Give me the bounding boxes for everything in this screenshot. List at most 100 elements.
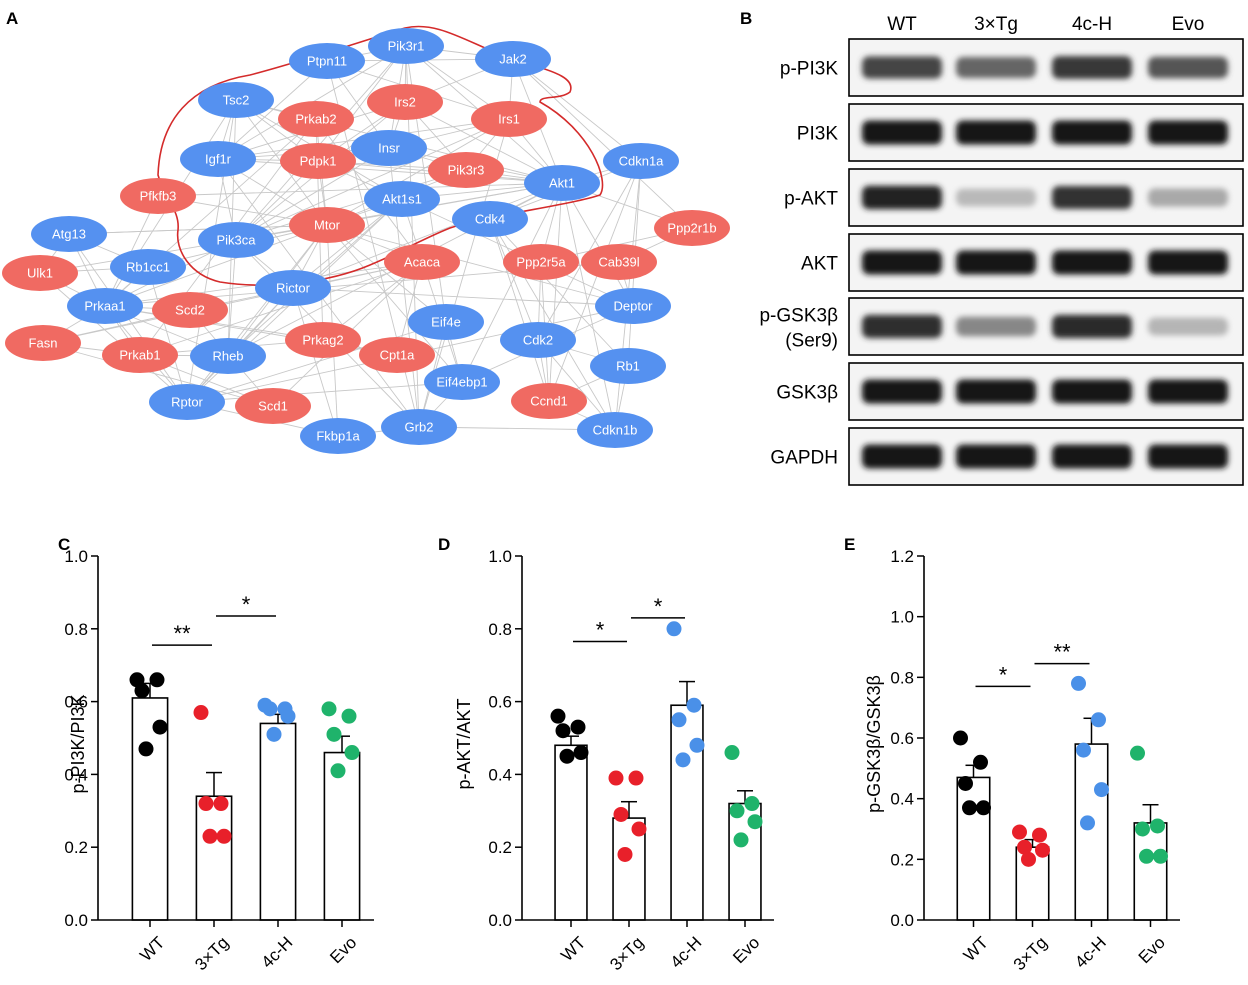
data-point	[953, 730, 968, 746]
network-node: Irs2	[367, 84, 443, 120]
data-point	[321, 701, 337, 717]
network-node: Cdkn1b	[577, 412, 653, 448]
data-point	[266, 726, 282, 742]
network-edge	[326, 118, 510, 226]
y-tick-label: 0.8	[488, 620, 512, 639]
network-node: Prkab1	[102, 337, 178, 373]
network-edge	[157, 182, 563, 197]
y-tick-label: 0.4	[64, 765, 88, 784]
network-node: Insr	[351, 130, 427, 166]
node-label: Irs1	[498, 112, 520, 127]
node-label: Igf1r	[205, 152, 232, 167]
node-label: Rb1	[616, 359, 640, 374]
network-node: Akt1	[524, 165, 600, 201]
y-tick-label: 1.0	[488, 547, 512, 566]
data-point	[1035, 842, 1050, 858]
blot-band	[956, 250, 1036, 275]
node-label: Pik3r3	[448, 163, 485, 178]
node-label: Ppp2r1b	[667, 221, 716, 236]
network-node: Jak2	[475, 41, 551, 77]
data-point	[1032, 827, 1047, 843]
data-point	[724, 745, 740, 761]
node-ellipse	[408, 304, 484, 340]
blot-row-sublabel: (Ser9)	[785, 331, 838, 352]
network-node: Tsc2	[198, 82, 274, 118]
node-label: Scd1	[258, 399, 288, 414]
node-label: Mtor	[314, 218, 341, 233]
node-ellipse	[475, 41, 551, 77]
data-point	[1017, 839, 1032, 855]
x-tick-label: WT	[960, 933, 992, 965]
data-point	[958, 776, 973, 791]
blot-band	[1148, 444, 1228, 469]
chart-c: 0.0 0.2 0.4 0.6 0.8 1.0 WT 3×Tg 4c-H Evo p-PI3K/PI…	[64, 547, 374, 974]
blot-row-label: p-AKT	[784, 189, 838, 210]
blot-band	[1148, 379, 1228, 404]
network-edge	[186, 381, 463, 403]
node-label: Rheb	[212, 349, 243, 364]
blot-row: p-AKT	[784, 168, 1244, 227]
significance-label: **	[1053, 640, 1071, 665]
network-node: Ptpn11	[289, 43, 365, 79]
network-edge	[548, 182, 563, 402]
y-tick-label: 0.6	[488, 693, 512, 712]
node-label: Ulk1	[27, 266, 53, 281]
western-blot-panel: WT 3×Tg 4c-H Evo p-PI3K PI3K p-AKT AKT p-GSK3β (…	[759, 14, 1244, 486]
network-edge	[561, 182, 616, 431]
blot-column-label: 4c-H	[1072, 14, 1112, 35]
network-node: Cdk4	[452, 201, 528, 237]
significance-label: *	[999, 662, 1008, 687]
node-label: Insr	[378, 141, 400, 156]
blot-band	[862, 250, 942, 275]
x-tick-label: 3×Tg	[606, 933, 647, 974]
data-point	[344, 745, 360, 761]
network-node: Fasn	[5, 325, 81, 361]
panel-label-b: B	[740, 9, 752, 28]
y-tick-label: 0.6	[890, 729, 914, 748]
network-node: Pik3ca	[198, 222, 274, 258]
blot-row-label: AKT	[801, 254, 838, 275]
network-node: Ppp2r1b	[654, 210, 730, 246]
network-node: Cdkn1a	[603, 143, 679, 179]
y-tick-label: 1.0	[890, 608, 914, 627]
network-edge	[292, 182, 563, 289]
network-node: Cpt1a	[359, 337, 435, 373]
bar	[1133, 822, 1168, 921]
data-point	[617, 846, 633, 862]
blot-column-labels: WT 3×Tg 4c-H Evo	[887, 14, 1204, 35]
network-node: Cab39l	[581, 244, 657, 280]
node-ellipse	[31, 216, 107, 252]
node-label: Atg13	[52, 227, 86, 242]
node-label: Fkbp1a	[316, 429, 360, 444]
node-label: Grb2	[405, 420, 434, 435]
network-edge	[217, 60, 328, 160]
network-edges	[39, 45, 693, 437]
data-point	[330, 763, 346, 779]
x-tick-label: Evo	[326, 933, 360, 967]
network-edge	[235, 45, 407, 241]
blot-band	[1052, 250, 1132, 275]
x-tick-label: WT	[557, 933, 589, 965]
blot-rows: p-PI3K PI3K p-AKT AKT p-GSK3β (Ser9) GSK3β GAPD…	[759, 38, 1244, 486]
node-ellipse	[428, 152, 504, 188]
node-label: Jak2	[499, 52, 526, 67]
node-label: Rb1cc1	[126, 260, 170, 275]
node-ellipse	[110, 249, 186, 285]
blot-band	[1148, 317, 1228, 336]
node-ellipse	[452, 201, 528, 237]
network-edge	[512, 58, 693, 229]
node-ellipse	[255, 270, 331, 306]
blot-row: GSK3β	[776, 362, 1244, 421]
node-ellipse	[364, 181, 440, 217]
data-point	[1091, 712, 1106, 728]
data-point	[1012, 824, 1027, 840]
significance-label: **	[173, 621, 191, 646]
x-tick-label: 4c-H	[667, 933, 706, 972]
node-label: Cpt1a	[380, 348, 415, 363]
network-edge	[186, 224, 328, 403]
node-ellipse	[289, 43, 365, 79]
blot-band	[1052, 56, 1132, 79]
y-tick-label: 0.0	[64, 911, 88, 930]
data-point	[202, 828, 218, 844]
y-tick-label: 0.8	[64, 620, 88, 639]
